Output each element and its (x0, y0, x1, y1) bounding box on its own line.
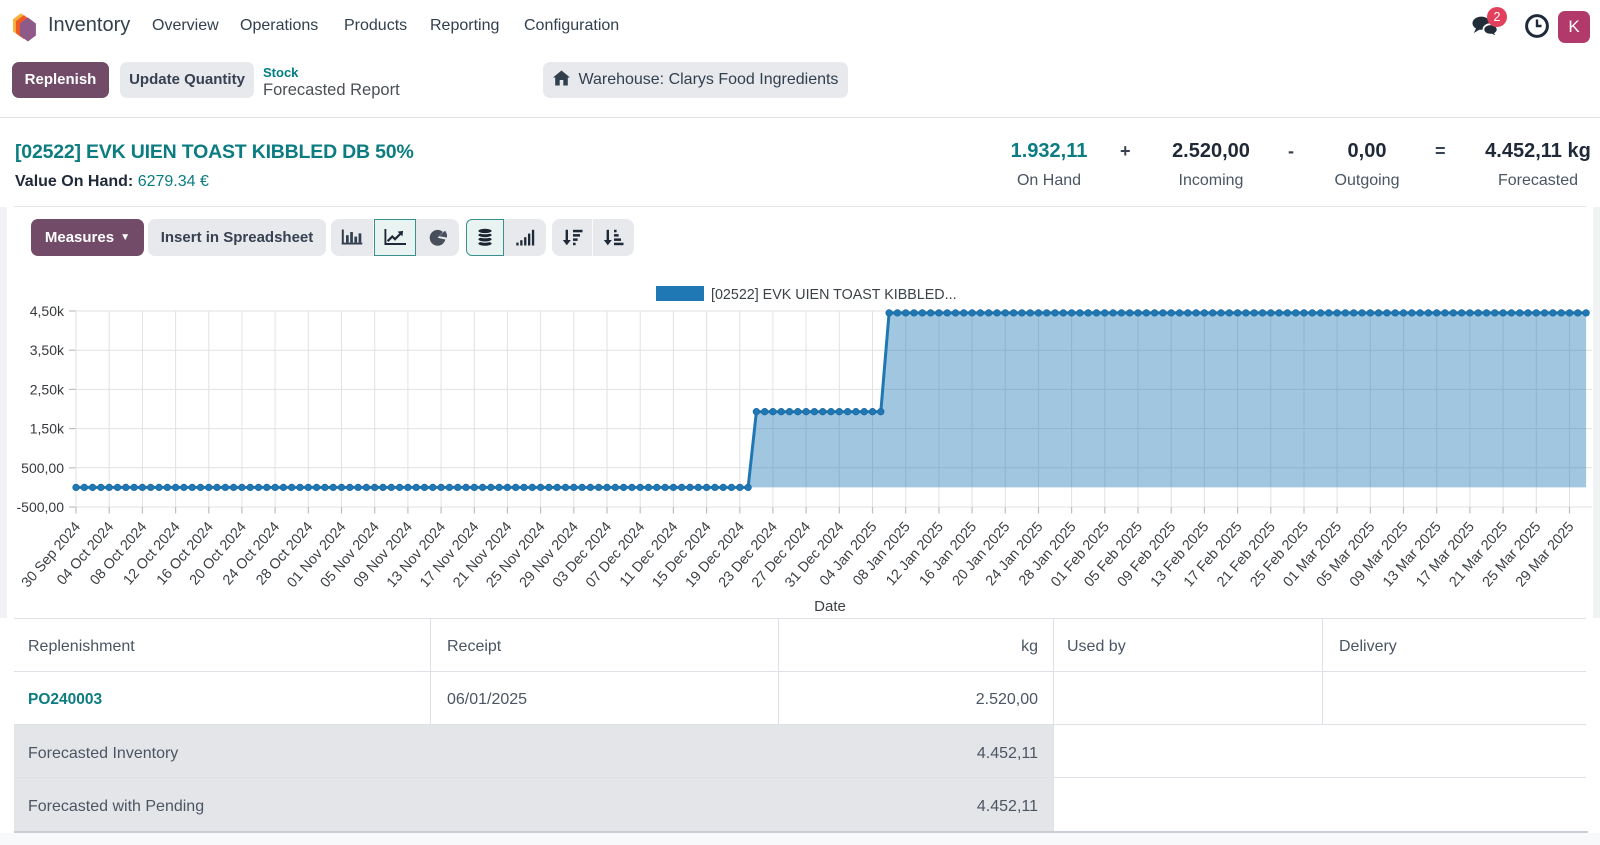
svg-text:2,50k: 2,50k (30, 381, 65, 397)
svg-text:[02522] EVK UIEN TOAST KIBBLED: [02522] EVK UIEN TOAST KIBBLED... (711, 287, 957, 303)
svg-text:1,50k: 1,50k (30, 421, 65, 437)
svg-text:Date: Date (814, 598, 846, 615)
svg-text:-500,00: -500,00 (17, 499, 65, 515)
svg-text:3,50k: 3,50k (30, 342, 65, 358)
svg-text:500,00: 500,00 (21, 460, 64, 476)
svg-text:4,50k: 4,50k (30, 303, 65, 319)
